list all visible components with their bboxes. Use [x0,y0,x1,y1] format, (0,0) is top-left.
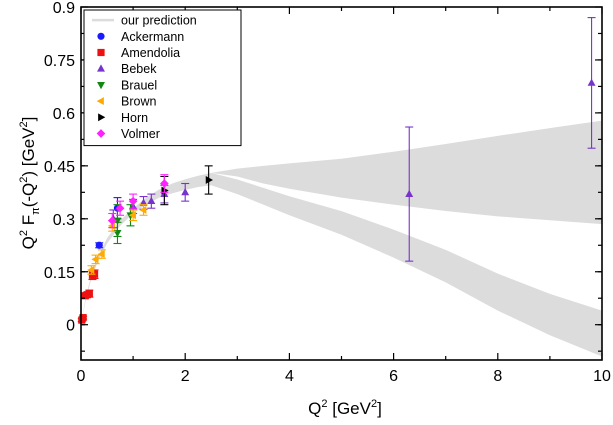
x-axis-label: Q2 [GeV2] [308,398,382,418]
legend-label: Ackermann [121,30,184,44]
legend-swatch [96,129,106,138]
y-tick-label: 0.3 [53,212,75,229]
x-tick-label: 2 [181,368,190,385]
y-axis-label: Q2 Fπ(-Q2) [GeV2] [18,117,42,250]
y-tick-label: 0.9 [53,0,75,17]
data-point [97,249,106,259]
prediction-band-layer [81,120,602,357]
y-tick-label: 0 [66,318,75,335]
x-tick-label: 4 [285,368,294,385]
y-tick-label: 0.45 [44,159,75,176]
legend-box [83,9,242,147]
data-point [87,265,96,275]
data-point [95,241,104,249]
marker-triangle-up [147,196,156,205]
marker-square [79,314,87,322]
marker-triangle-right [205,176,213,184]
marker-triangle-left [128,211,136,220]
legend-label: Amendolia [121,46,180,60]
marker-triangle-left [97,250,105,259]
marker-circle [95,241,103,249]
data-point [139,204,148,216]
data-point [181,182,190,202]
data-point [160,174,169,193]
data-point [107,212,117,229]
y-tick-label: 0.6 [53,106,75,123]
marker-triangle-up [139,198,148,206]
legend-label: Bebek [121,62,157,76]
data-point [115,200,125,216]
x-tick-label: 10 [593,368,611,385]
x-tick-label: 8 [493,368,502,385]
legend-swatch [98,113,106,122]
legend-label: our prediction [121,14,197,28]
data-point [85,289,94,298]
axes-layer: 0 2 4 6 8 10 0 0.15 0.3 0.45 0.6 0.75 0.9 [44,0,611,385]
data-point [91,254,100,265]
marker-triangle-left [91,255,99,264]
legend-label: Volmer [121,127,160,141]
marker-triangle-up [405,189,414,197]
legend-swatch [97,82,105,90]
legend-swatch [97,64,105,72]
marker-triangle-left [139,206,147,214]
data-point [147,193,156,209]
legend-label: Horn [121,111,148,125]
data-point [405,126,414,262]
legend: our prediction Ackermann Amendolia Bebek Bra… [83,9,242,147]
legend-swatch [96,97,104,106]
series-volmer [107,174,169,229]
marker-diamond [115,203,125,213]
data-point [128,193,138,209]
y-tick-label: 0.15 [44,265,75,282]
data-point [587,17,596,149]
legend-label: Brown [121,95,156,109]
prediction-band-gap [211,172,602,311]
marker-triangle-up [587,78,596,86]
marker-diamond [128,196,138,206]
x-tick-label: 6 [389,368,398,385]
data-point [204,165,213,195]
x-tick-label: 0 [77,368,86,385]
data-point [128,209,138,222]
legend-swatch [97,48,105,57]
series-brown [87,204,148,275]
legend-swatch [97,32,105,40]
legend-label: Brauel [121,78,157,92]
marker-triangle-up [181,188,190,196]
marker-square [85,290,93,298]
y-tick-label: 0.75 [44,53,75,70]
marker-triangle-left [87,266,95,274]
marker-diamond [107,216,117,225]
marker-diamond [160,179,169,188]
